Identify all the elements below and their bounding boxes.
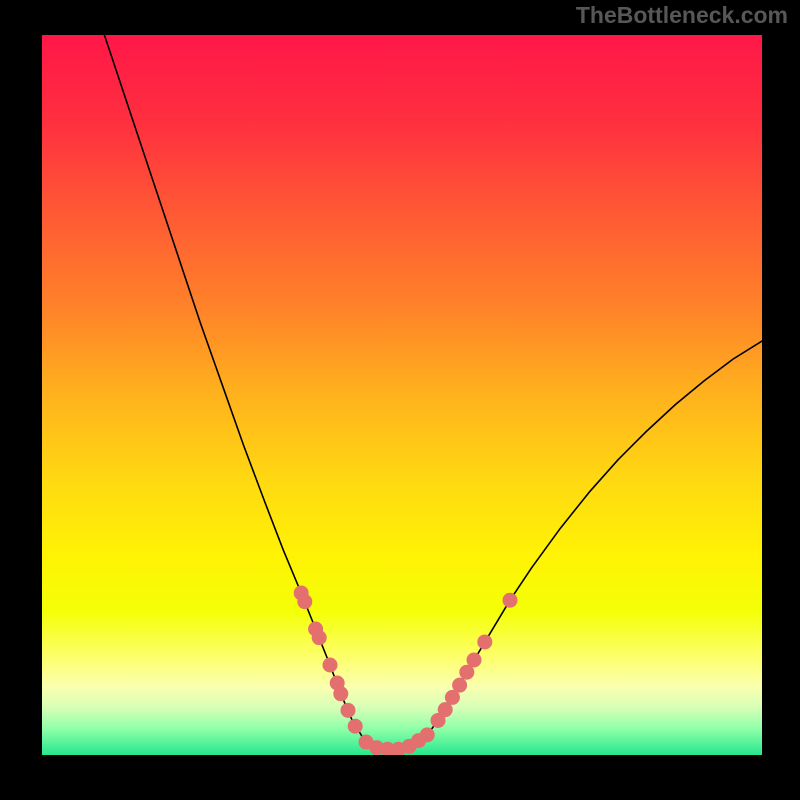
data-marker: [333, 686, 348, 701]
plot-svg: [42, 35, 762, 755]
data-marker: [420, 727, 435, 742]
watermark-text: TheBottleneck.com: [576, 2, 788, 29]
figure-frame: TheBottleneck.com: [0, 0, 800, 800]
data-marker: [348, 719, 363, 734]
data-marker: [341, 703, 356, 718]
data-marker: [503, 593, 518, 608]
data-marker: [312, 630, 327, 645]
data-marker: [467, 652, 482, 667]
data-marker: [477, 634, 492, 649]
data-marker: [323, 658, 338, 673]
plot-background: [42, 35, 762, 755]
data-marker: [452, 678, 467, 693]
data-marker: [297, 594, 312, 609]
plot-area: [42, 35, 762, 755]
